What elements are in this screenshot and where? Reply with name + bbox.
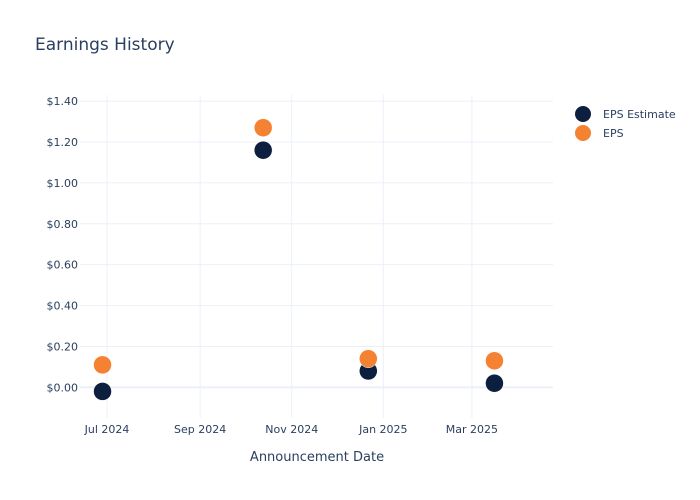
y-tick-label: $0.00 xyxy=(47,381,79,394)
chart-title: Earnings History xyxy=(35,35,175,55)
data-point[interactable] xyxy=(253,118,273,137)
data-points-layer xyxy=(93,118,504,401)
legend-marker xyxy=(575,106,591,122)
y-tick-label: $1.40 xyxy=(47,95,79,108)
y-tick-label: $1.00 xyxy=(47,177,79,190)
x-tick-label: Jul 2024 xyxy=(84,423,130,436)
grid-layer xyxy=(80,95,553,418)
data-point[interactable] xyxy=(485,373,504,393)
legend-marker xyxy=(575,125,591,141)
data-point[interactable] xyxy=(485,351,504,371)
tick-label-layer: Jul 2024 Sep 2024 Nov 2024 Jan 2025 Mar 2025… xyxy=(47,95,499,436)
data-point[interactable] xyxy=(93,355,112,375)
x-axis-title: Announcement Date xyxy=(250,450,384,465)
y-tick-label: $0.40 xyxy=(47,300,79,313)
y-tick-label: $0.60 xyxy=(47,259,79,272)
data-point[interactable] xyxy=(93,382,112,401)
legend-item[interactable]: EPS Estimate xyxy=(575,106,676,122)
legend-item[interactable]: EPS xyxy=(575,125,624,141)
x-tick-label: Jan 2025 xyxy=(358,423,407,436)
legend-label: EPS xyxy=(603,127,624,140)
series-eps-estimate xyxy=(93,140,504,401)
x-tick-label: Mar 2025 xyxy=(446,423,498,436)
y-tick-label: $1.20 xyxy=(47,136,79,149)
x-tick-label: Nov 2024 xyxy=(265,423,318,436)
legend-label: EPS Estimate xyxy=(603,108,676,121)
y-tick-label: $0.80 xyxy=(47,218,79,231)
legend[interactable]: EPS Estimate EPS xyxy=(575,106,676,141)
data-point[interactable] xyxy=(253,140,273,160)
data-point[interactable] xyxy=(359,349,378,368)
series-eps xyxy=(93,118,504,375)
x-tick-label: Sep 2024 xyxy=(174,423,226,436)
y-tick-label: $0.20 xyxy=(47,340,79,353)
